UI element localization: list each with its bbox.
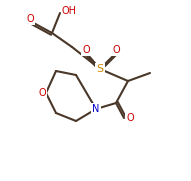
Text: O: O [126,113,134,123]
Text: O: O [112,45,120,55]
Text: O: O [82,45,90,55]
Text: O: O [38,88,46,98]
Text: O: O [26,14,34,24]
Text: S: S [96,64,104,74]
Text: OH: OH [62,6,77,16]
Text: N: N [92,104,100,114]
